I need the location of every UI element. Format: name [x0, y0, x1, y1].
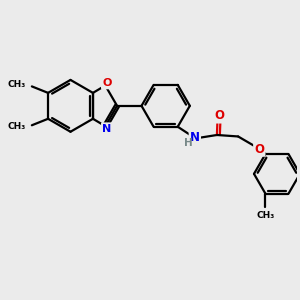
Text: CH₃: CH₃: [7, 122, 26, 131]
Text: N: N: [102, 124, 111, 134]
Text: N: N: [190, 131, 200, 144]
Text: CH₃: CH₃: [7, 80, 26, 89]
Text: O: O: [214, 109, 224, 122]
Text: H: H: [184, 138, 193, 148]
Text: O: O: [254, 142, 264, 156]
Text: CH₃: CH₃: [256, 212, 274, 220]
Text: O: O: [102, 78, 112, 88]
